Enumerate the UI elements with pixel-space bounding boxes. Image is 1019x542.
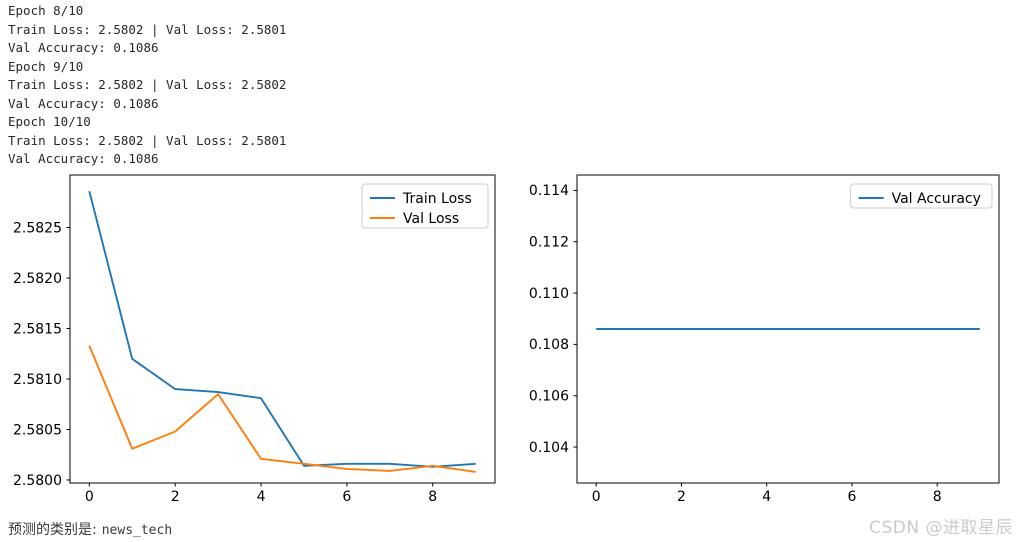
y-tick-label: 0.108 <box>529 337 569 353</box>
prediction-line: 预测的类别是: news_tech <box>8 519 172 539</box>
console-line: Train Loss: 2.5802 | Val Loss: 2.5801 <box>8 132 287 148</box>
y-tick-label: 2.5810 <box>13 372 62 388</box>
x-tick-label: 2 <box>171 489 180 505</box>
x-tick-label: 4 <box>762 489 771 505</box>
accuracy-chart: 0 2 4 6 8 0.104 0.106 0.108 0.110 0.112 0.114 Val A… <box>529 174 1000 505</box>
legend-box <box>850 183 993 209</box>
legend-label: Train Loss <box>402 191 472 207</box>
x-tick-label: 0 <box>592 489 601 505</box>
x-tick-label: 8 <box>428 489 437 505</box>
console-line: Val Accuracy: 0.1086 <box>8 95 159 111</box>
loss-chart-spines <box>69 174 496 484</box>
console-line: Train Loss: 2.5802 | Val Loss: 2.5801 <box>8 21 287 37</box>
y-tick-label: 2.5820 <box>13 271 62 287</box>
accuracy-chart-spines <box>576 174 1000 484</box>
x-tick-label: 0 <box>85 489 94 505</box>
y-tick-label: 0.106 <box>529 389 569 405</box>
loss-chart: 0 2 4 6 8 2.5800 2.5805 2.5810 2.5815 2.5820 2.582… <box>13 174 496 505</box>
y-tick-label: 2.5800 <box>13 473 62 489</box>
loss-chart-legend: Train Loss Val Loss <box>361 183 489 229</box>
x-tick-label: 8 <box>933 489 942 505</box>
y-tick-label: 2.5825 <box>13 220 62 236</box>
y-tick-label: 0.110 <box>529 286 569 302</box>
legend-label: Val Loss <box>403 211 459 227</box>
x-tick-label: 6 <box>847 489 856 505</box>
y-tick-label: 0.112 <box>529 235 569 251</box>
x-tick-label: 4 <box>257 489 266 505</box>
console-line: Epoch 10/10 <box>8 114 91 130</box>
x-tick-label: 2 <box>677 489 686 505</box>
prediction-label: 预测的类别是: <box>8 522 97 538</box>
loss-chart-series-train-loss <box>88 190 476 468</box>
legend-label: Val Accuracy <box>892 191 981 207</box>
loss-chart-series-val-loss <box>88 345 476 473</box>
csdn-watermark: CSDN @进取星辰 <box>869 518 1013 538</box>
y-tick-label: 2.5815 <box>13 321 62 337</box>
prediction-value: news_tech <box>101 523 173 538</box>
console-line: Epoch 8/10 <box>8 3 84 18</box>
y-tick-label: 0.114 <box>529 183 569 199</box>
x-tick-label: 6 <box>342 489 351 505</box>
accuracy-chart-legend: Val Accuracy <box>850 183 993 209</box>
console-line: Epoch 9/10 <box>8 58 84 74</box>
console-line: Train Loss: 2.5802 | Val Loss: 2.5802 <box>8 77 287 93</box>
console-output: Epoch 8/10 Train Loss: 2.5802 | Val Loss:… <box>8 2 286 169</box>
y-tick-label: 2.5805 <box>13 422 62 438</box>
console-line: Val Accuracy: 0.1086 <box>8 151 159 167</box>
y-tick-label: 0.104 <box>529 440 569 456</box>
console-line: Val Accuracy: 0.1086 <box>8 40 159 56</box>
